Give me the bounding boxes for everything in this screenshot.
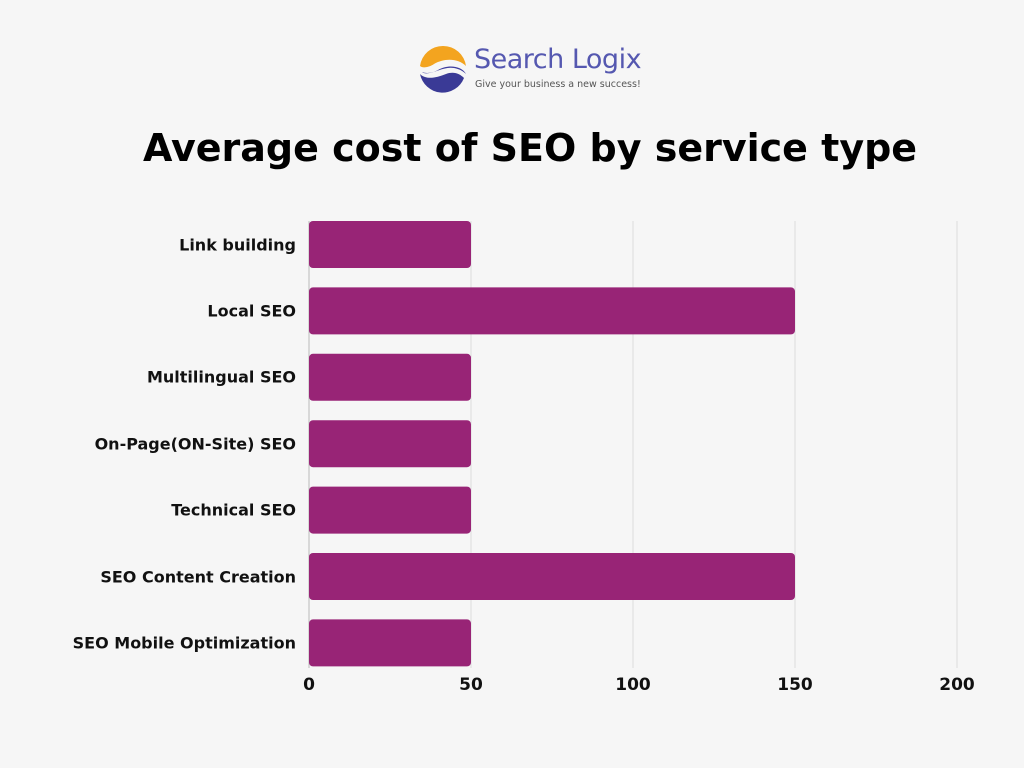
bar — [309, 486, 471, 534]
category-label: On-Page(ON-Site) SEO — [94, 434, 296, 454]
bar — [309, 353, 471, 401]
logo-tagline: Give your business a new success! — [475, 79, 641, 90]
bar — [309, 619, 471, 667]
x-tick-label: 100 — [615, 675, 651, 695]
x-tick-label: 150 — [777, 675, 813, 695]
x-tick-label: 50 — [459, 675, 483, 695]
category-label: Link building — [179, 235, 296, 254]
x-tick-label: 0 — [303, 675, 315, 695]
bar — [309, 553, 795, 600]
bar — [309, 420, 471, 468]
category-label: SEO Content Creation — [100, 567, 296, 586]
logo-swirl-icon — [420, 45, 466, 93]
bar — [309, 287, 795, 335]
x-tick-label: 200 — [939, 675, 975, 695]
category-label: Multilingual SEO — [146, 367, 296, 387]
logo-name: Search Logix — [474, 44, 642, 75]
logo: Search Logix Give your business a new su… — [418, 44, 648, 96]
category-label: SEO Mobile Optimization — [72, 633, 296, 653]
bar — [309, 221, 471, 268]
chart-title: Average cost of SEO by service type — [142, 126, 918, 170]
category-label: Technical SEO — [171, 500, 296, 520]
category-label: Local SEO — [207, 301, 296, 321]
